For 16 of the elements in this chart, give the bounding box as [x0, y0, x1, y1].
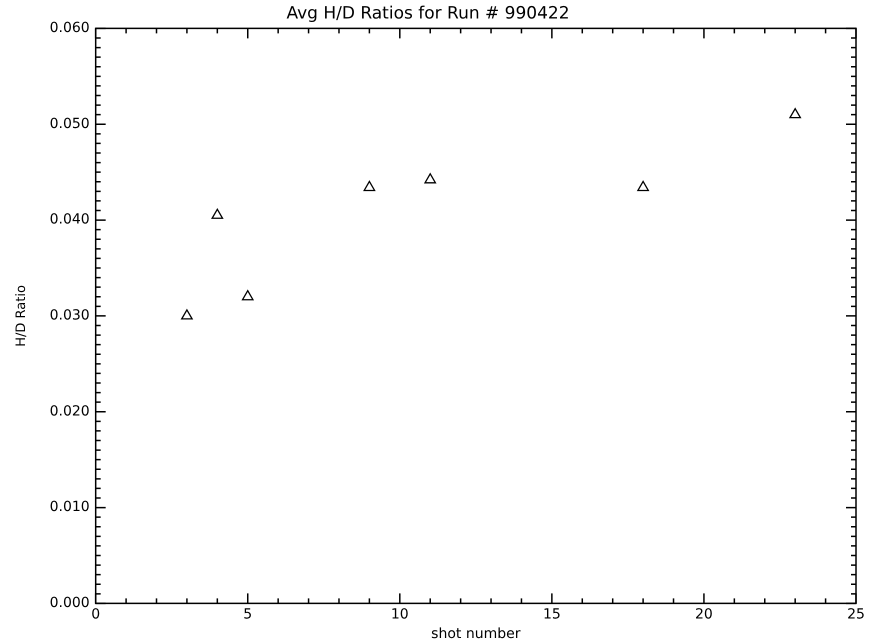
y-tick-label: 0.020	[50, 403, 90, 420]
y-tick-label: 0.000	[50, 595, 90, 612]
y-axis-title: H/D Ratio	[14, 285, 30, 347]
x-tick-label: 15	[542, 606, 561, 622]
y-tick-label: 0.030	[50, 308, 90, 324]
x-tick-label: 0	[91, 606, 100, 622]
chart-title: Avg H/D Ratios for Run # 990422	[286, 4, 570, 24]
x-tick-label: 20	[695, 606, 713, 622]
x-tick-label: 25	[847, 606, 865, 622]
y-tick-label: 0.010	[50, 499, 90, 516]
y-tick-label: 0.060	[50, 20, 90, 36]
y-tick-label: 0.040	[50, 212, 90, 228]
x-tick-label: 10	[390, 606, 409, 622]
x-axis-title: shot number	[431, 626, 521, 642]
x-tick-label: 5	[243, 606, 252, 622]
y-tick-label: 0.050	[50, 116, 90, 132]
